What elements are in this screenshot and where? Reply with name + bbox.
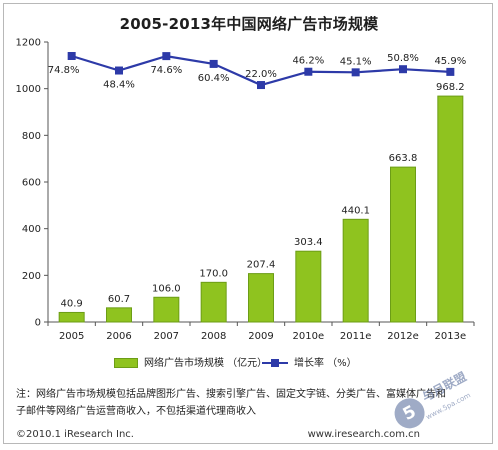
line-point xyxy=(446,67,455,76)
bar xyxy=(106,307,132,323)
chart-title: 2005-2013年中国网络广告市场规模 xyxy=(119,15,379,33)
bar-value-label: 60.7 xyxy=(108,294,130,305)
line-point xyxy=(115,66,123,75)
bar xyxy=(390,166,416,323)
y-tick-label: 200 xyxy=(22,271,41,282)
copyright-text: ©2010.1 iResearch Inc. xyxy=(16,429,134,440)
legend-item-line-series: 增长率 （%） xyxy=(262,356,357,372)
line-value-label: 74.8% xyxy=(48,65,80,76)
bar-value-label: 968.2 xyxy=(436,82,465,93)
line-value-label: 45.1% xyxy=(340,56,372,67)
y-tick-label: 1000 xyxy=(16,84,41,95)
bar-value-label: 440.1 xyxy=(341,205,370,216)
legend-line-swatch xyxy=(262,359,288,367)
note-line-1: 注：网络广告市场规模包括品牌图形广告、搜索引擎广告、固定文字链、分类广告、富媒体… xyxy=(16,389,446,400)
bar xyxy=(58,311,85,323)
bar-value-label: 663.8 xyxy=(389,153,418,164)
legend-line-label: 增长率 （%） xyxy=(294,358,357,369)
line-value-label: 60.4% xyxy=(198,73,230,84)
bar xyxy=(248,273,274,323)
line-value-label: 22.0% xyxy=(245,69,277,80)
bar xyxy=(295,250,322,323)
bar xyxy=(437,95,464,323)
line-value-label: 46.2% xyxy=(292,56,324,67)
x-tick-label: 2006 xyxy=(106,331,131,342)
line-point xyxy=(257,81,265,90)
chart-frame: 2005-2013年中国网络广告市场规模 0 200 400 600 800 1000 12… xyxy=(3,3,493,444)
x-tick-label: 2005 xyxy=(59,331,84,342)
bar-value-label: 207.4 xyxy=(247,260,276,271)
bar-value-label: 106.0 xyxy=(152,283,181,294)
legend-bar-label: 网络广告市场规模 （亿元） xyxy=(144,358,268,369)
line-value-label: 48.4% xyxy=(103,80,135,91)
line-point xyxy=(304,67,313,76)
line-point xyxy=(351,68,360,77)
bar-value-label: 170.0 xyxy=(199,268,228,279)
x-tick-label: 2009 xyxy=(248,331,273,342)
y-tick-label: 400 xyxy=(22,224,41,235)
line-point xyxy=(209,59,218,68)
line-point xyxy=(67,52,76,60)
x-tick-label: 2012e xyxy=(387,331,419,342)
bar xyxy=(342,218,369,323)
y-tick-label: 1200 xyxy=(16,38,41,49)
x-tick-label: 2011e xyxy=(340,331,372,342)
legend-item-bar-series: 网络广告市场规模 （亿元） xyxy=(114,356,267,372)
y-tick-label: 600 xyxy=(22,178,41,189)
chart-note: 注：网络广告市场规模包括品牌图形广告、搜索引擎广告、固定文字链、分类广告、富媒体… xyxy=(16,386,484,420)
y-tick-label: 0 xyxy=(35,318,41,329)
note-line-2: 子邮件等网络广告运营商收入，不包括渠道代理商收入 xyxy=(16,406,256,417)
chart-svg: 0 200 400 600 800 1000 1200 40.9 2005 60.7 2006 106… xyxy=(16,38,475,342)
line-point xyxy=(162,52,171,61)
x-tick-label: 2010e xyxy=(293,331,325,342)
bar-value-label: 303.4 xyxy=(294,237,323,248)
legend-bar-swatch xyxy=(114,358,138,368)
x-tick-label: 2008 xyxy=(201,331,226,342)
site-text: www.iresearch.com.cn xyxy=(307,429,420,440)
x-tick-label: 2013e xyxy=(435,331,467,342)
line-value-label: 74.6% xyxy=(150,65,182,76)
line-point xyxy=(399,65,407,74)
bar xyxy=(153,296,180,323)
chart-legend: 网络广告市场规模 （亿元） 增长率 （%） xyxy=(114,356,394,372)
y-tick-label: 800 xyxy=(22,131,41,142)
bar xyxy=(200,281,227,323)
line-value-label: 50.8% xyxy=(387,53,419,64)
bar-value-label: 40.9 xyxy=(61,298,83,309)
line-value-label: 45.9% xyxy=(434,56,466,67)
x-tick-label: 2007 xyxy=(154,331,179,342)
